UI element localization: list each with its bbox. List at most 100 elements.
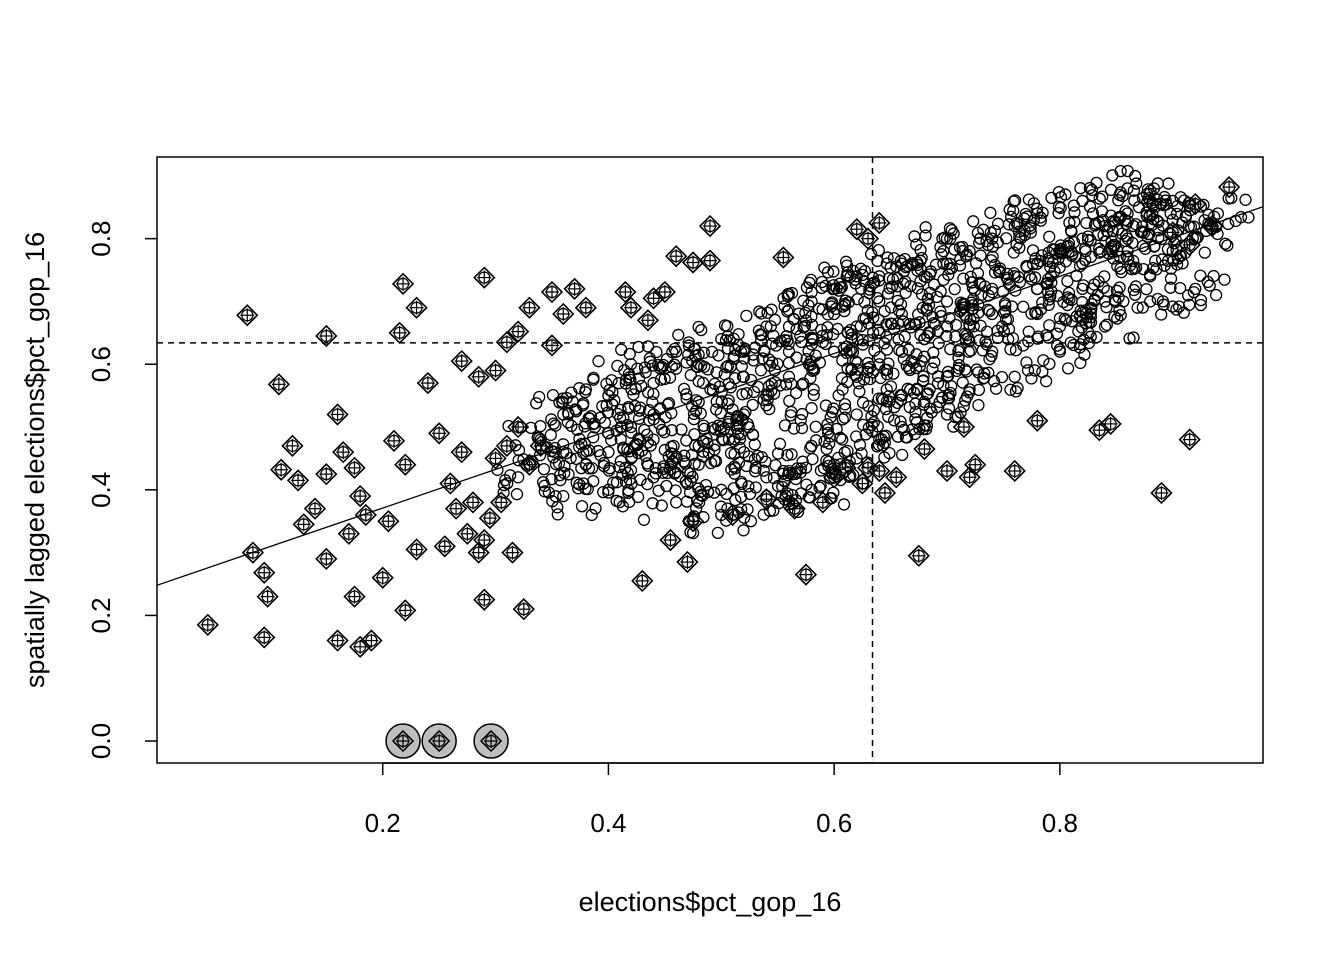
data-point	[1164, 281, 1177, 294]
data-point	[665, 424, 678, 437]
data-point	[817, 462, 831, 475]
zero-lag-diamond	[428, 729, 451, 753]
data-point	[709, 454, 723, 468]
diamond-outline	[636, 309, 660, 332]
data-point	[971, 226, 985, 240]
diamond-outline	[303, 497, 327, 520]
influential-point	[631, 569, 654, 593]
data-point	[993, 262, 1007, 275]
data-point	[778, 419, 792, 432]
influential-point	[433, 535, 456, 558]
data-point	[799, 461, 813, 474]
data-point	[865, 410, 878, 423]
data-point	[1014, 232, 1027, 245]
data-point	[1155, 198, 1168, 211]
influential-point	[772, 246, 795, 269]
influential-point	[676, 550, 699, 574]
data-point	[637, 513, 651, 526]
data-point	[569, 403, 582, 416]
data-point	[1012, 225, 1026, 238]
influential-point	[507, 320, 530, 343]
influential-point	[1201, 214, 1224, 238]
diamond-outline	[507, 415, 530, 439]
diamond-outline	[450, 349, 473, 373]
data-point	[873, 295, 886, 308]
diamond-outline	[698, 249, 722, 272]
data-point	[827, 265, 840, 278]
data-point	[935, 309, 948, 323]
data-point	[906, 423, 919, 436]
diamond-outline	[952, 415, 976, 439]
data-point	[880, 330, 893, 344]
data-point	[866, 271, 880, 284]
influential-point	[501, 541, 524, 564]
data-point	[844, 323, 857, 337]
data-point	[1031, 332, 1044, 345]
data-point	[1083, 200, 1097, 213]
data-point	[646, 359, 659, 372]
diamond-outline	[698, 214, 722, 238]
data-point	[561, 416, 575, 429]
data-point	[934, 305, 947, 318]
data-point	[932, 337, 945, 350]
data-point	[815, 323, 828, 337]
data-point	[884, 380, 898, 393]
data-point	[1140, 283, 1153, 296]
data-point	[746, 348, 760, 361]
data-point	[746, 428, 760, 441]
data-point	[826, 282, 840, 296]
influential-point	[1178, 428, 1201, 451]
data-point	[1029, 306, 1042, 319]
data-point	[1064, 336, 1077, 349]
data-point	[991, 217, 1005, 230]
data-point	[742, 450, 756, 463]
diamond-outline	[1026, 409, 1049, 432]
influential-point	[868, 459, 891, 483]
data-point	[948, 283, 961, 296]
influential-point	[659, 528, 682, 552]
influential-point	[450, 441, 473, 464]
data-point	[661, 466, 674, 480]
data-point	[1042, 246, 1055, 259]
data-point	[579, 482, 592, 495]
data-point	[967, 302, 980, 315]
data-point	[623, 445, 636, 458]
data-point	[1098, 270, 1111, 283]
data-point	[1010, 238, 1023, 251]
data-point	[918, 332, 931, 346]
data-point	[1170, 243, 1183, 256]
data-point	[607, 476, 620, 489]
data-point	[701, 485, 715, 499]
diamond-outline	[241, 541, 265, 564]
data-point	[561, 406, 575, 420]
data-point	[658, 443, 671, 457]
data-point	[1108, 310, 1121, 323]
diamond-outline	[326, 403, 349, 426]
data-point	[737, 524, 750, 537]
data-point	[942, 268, 955, 281]
data-point	[1121, 232, 1134, 245]
data-point	[692, 496, 706, 509]
data-point	[791, 505, 805, 519]
data-point	[957, 272, 970, 285]
zero-lag-diamond	[479, 729, 503, 753]
data-point	[680, 392, 693, 405]
data-point	[1024, 222, 1037, 235]
data-point	[838, 398, 852, 411]
data-point	[744, 515, 758, 528]
data-point	[600, 399, 613, 412]
data-point	[1122, 252, 1135, 266]
data-point	[821, 423, 834, 436]
data-point	[901, 382, 914, 395]
influential-point	[467, 365, 490, 388]
data-point	[1171, 252, 1185, 265]
data-point	[825, 296, 839, 309]
data-point	[940, 295, 954, 308]
data-point	[899, 286, 912, 299]
data-point	[1037, 354, 1050, 367]
data-point	[639, 366, 652, 379]
data-point	[538, 479, 551, 492]
data-point	[552, 457, 566, 470]
data-point	[985, 307, 999, 321]
